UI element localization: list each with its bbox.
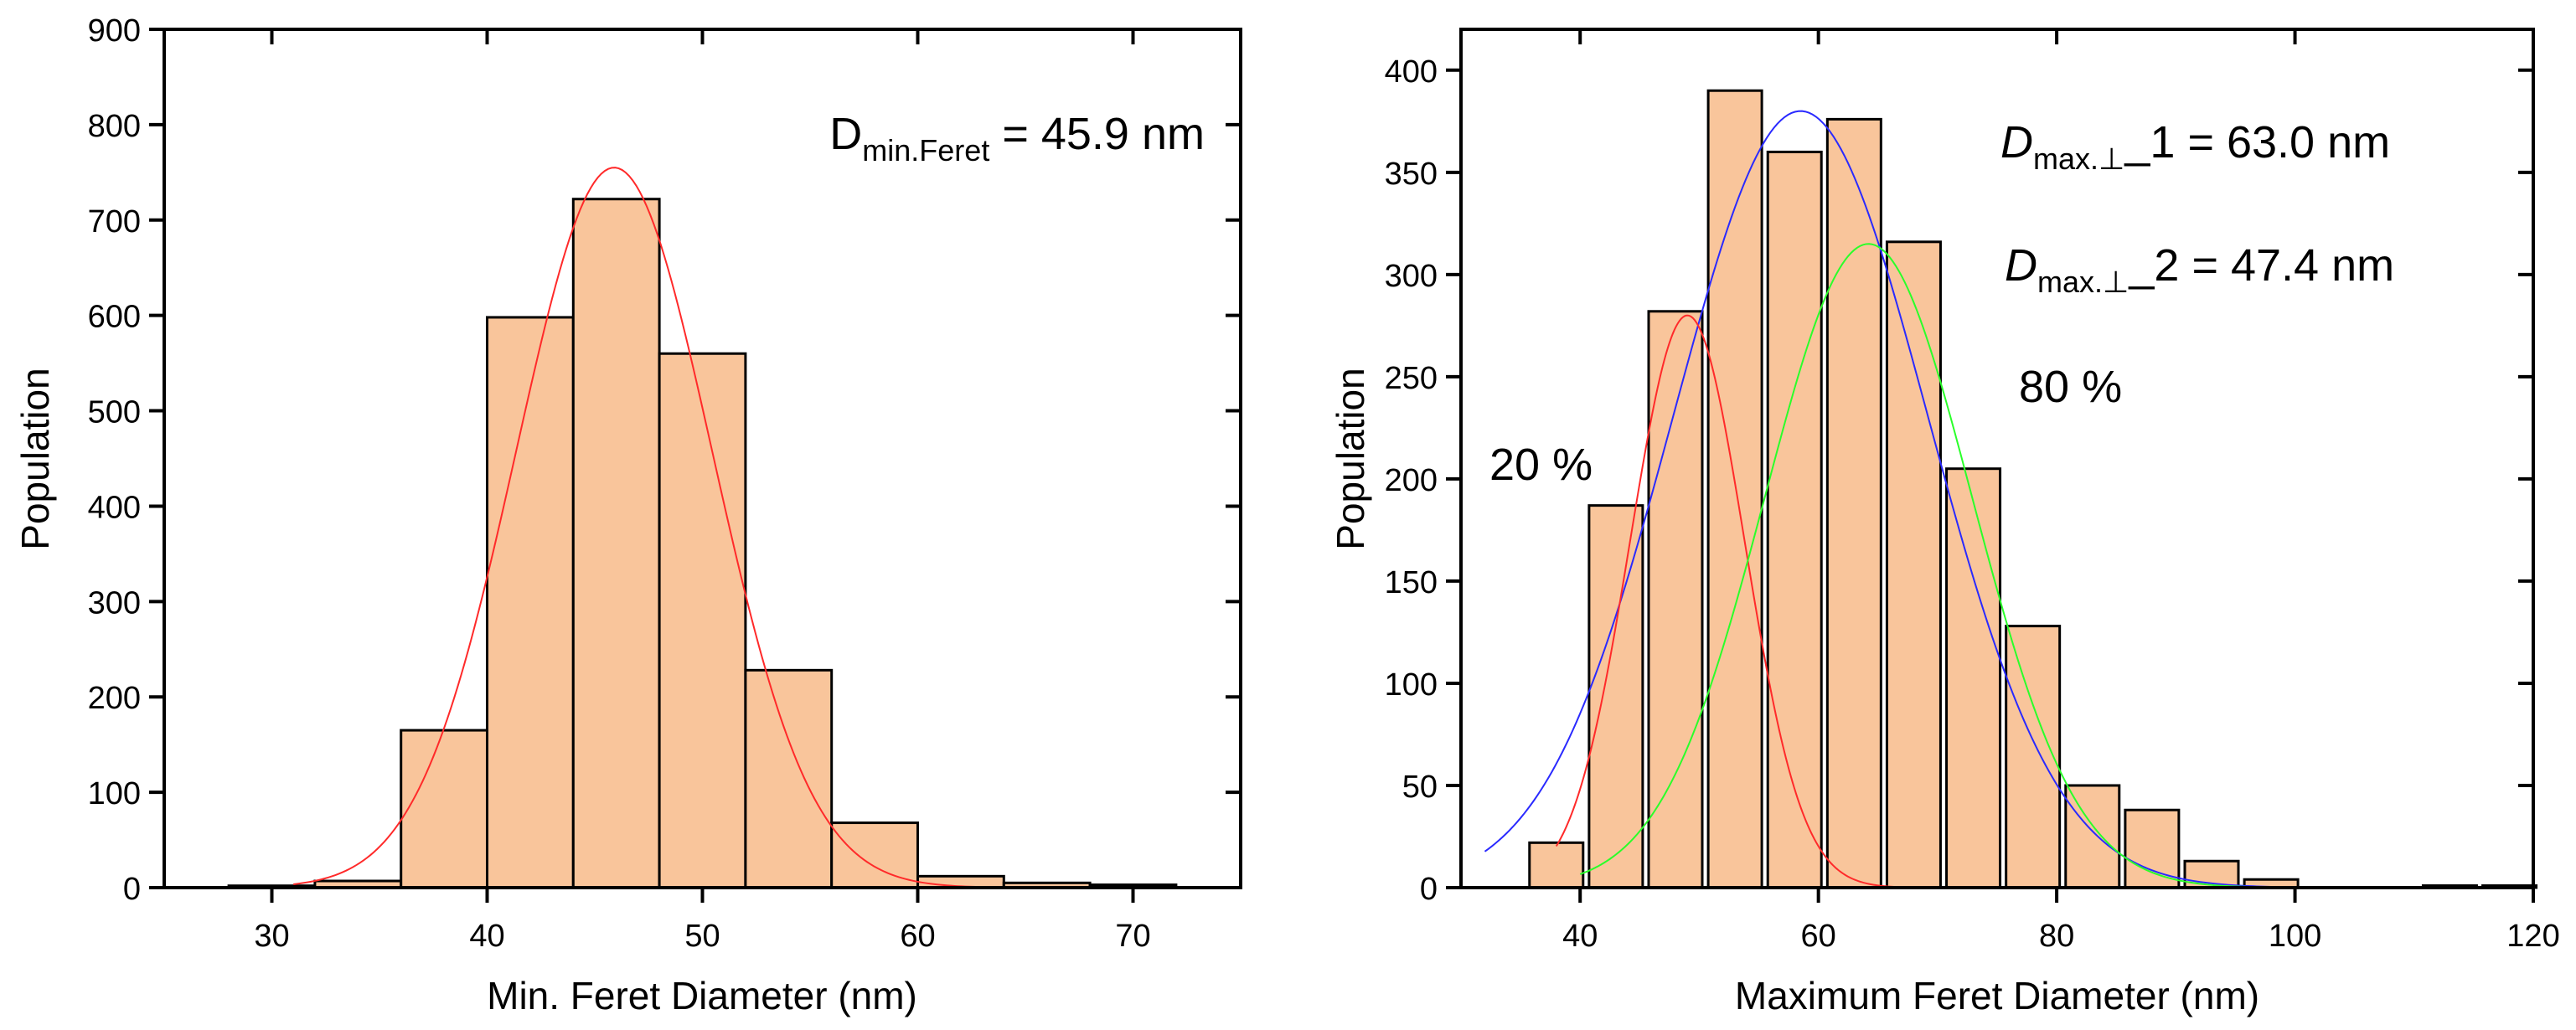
y-tick-label: 100 xyxy=(1385,667,1438,703)
right-x-axis-label: Maximum Feret Diameter (nm) xyxy=(1735,974,2259,1017)
histogram-bar xyxy=(1647,310,1704,889)
x-tick-label: 40 xyxy=(1562,919,1598,954)
right-panel: 0 50 100 150 200 250 300 350 400 40 60 80 100 120 Dm… xyxy=(1329,28,2560,1017)
right-percent-right: 80 % xyxy=(2019,362,2122,412)
right-percent-left: 20 % xyxy=(1489,440,1593,490)
x-tick-label: 100 xyxy=(2269,919,2321,954)
histogram-bar xyxy=(571,198,661,889)
right-annotation-1-main: D xyxy=(2000,117,2033,167)
left-annotation: Dmin.Feret = 45.9 nm xyxy=(829,109,1205,167)
histogram-bar xyxy=(1945,467,2002,889)
histogram-bar xyxy=(1587,504,1644,889)
histogram-bar xyxy=(658,352,747,889)
left-x-ticks: 30 40 50 60 70 xyxy=(254,29,1151,954)
left-annotation-main: D xyxy=(829,109,862,159)
x-tick-label: 50 xyxy=(684,919,720,954)
x-tick-label: 80 xyxy=(2039,919,2074,954)
histogram-bar xyxy=(1528,841,1585,889)
x-tick-label: 60 xyxy=(900,919,935,954)
y-tick-label: 500 xyxy=(88,395,141,430)
y-tick-label: 700 xyxy=(88,204,141,239)
y-tick-label: 150 xyxy=(1385,565,1438,600)
y-tick-label: 300 xyxy=(1385,259,1438,294)
right-annotation-2-rest: _2 = 47.4 nm xyxy=(2128,240,2394,291)
left-annotation-sub: min.Feret xyxy=(862,133,989,167)
right-y-ticks: 0 50 100 150 200 250 300 350 400 xyxy=(1385,54,2533,907)
right-y-axis-label: Population xyxy=(1329,368,1372,549)
y-tick-label: 800 xyxy=(88,109,141,144)
left-annotation-rest: = 45.9 nm xyxy=(989,109,1205,159)
x-tick-label: 70 xyxy=(1115,919,1150,954)
right-annotation-1-sub: max.⊥ xyxy=(2033,142,2124,176)
y-tick-label: 400 xyxy=(1385,54,1438,90)
histogram-bar xyxy=(486,316,575,889)
x-tick-label: 30 xyxy=(254,919,289,954)
y-tick-label: 200 xyxy=(1385,463,1438,498)
histogram-bar xyxy=(744,668,834,889)
histogram-bar xyxy=(1706,89,1763,889)
y-tick-label: 50 xyxy=(1402,770,1438,805)
gaussian-fit-curve xyxy=(1579,243,2295,888)
histogram-bar xyxy=(2005,625,2062,889)
x-tick-label: 120 xyxy=(2506,919,2559,954)
histogram-bar xyxy=(400,729,489,889)
y-tick-label: 350 xyxy=(1385,157,1438,192)
right-annotation-1: Dmax.⊥_1 = 63.0 nm xyxy=(2000,117,2390,176)
left-y-ticks: 0 100 200 300 400 500 600 700 800 900 xyxy=(88,13,1241,907)
histogram-bar xyxy=(1885,240,1942,889)
y-tick-label: 900 xyxy=(88,13,141,49)
right-x-ticks: 40 60 80 100 120 xyxy=(1562,29,2560,954)
right-annotation-1-rest: _1 = 63.0 nm xyxy=(2124,117,2390,167)
y-tick-label: 100 xyxy=(88,776,141,811)
x-tick-label: 60 xyxy=(1801,919,1836,954)
x-tick-label: 40 xyxy=(469,919,504,954)
y-tick-label: 200 xyxy=(88,681,141,716)
y-tick-label: 250 xyxy=(1385,361,1438,396)
y-tick-label: 0 xyxy=(1420,872,1438,907)
left-y-axis-label: Population xyxy=(13,368,57,549)
y-tick-label: 400 xyxy=(88,490,141,525)
right-annotation-2: Dmax.⊥_2 = 47.4 nm xyxy=(2005,240,2394,299)
right-annotation-2-sub: max.⊥ xyxy=(2037,265,2129,299)
y-tick-label: 0 xyxy=(123,872,141,907)
left-bars xyxy=(227,198,1178,889)
histogram-bar xyxy=(1766,150,1823,889)
left-x-axis-label: Min. Feret Diameter (nm) xyxy=(487,974,917,1017)
right-annotation-2-main: D xyxy=(2005,240,2037,291)
histogram-bar xyxy=(830,821,920,889)
right-plot-frame xyxy=(1459,28,2535,889)
right-bars xyxy=(1528,89,2538,889)
histogram-bar xyxy=(2064,784,2121,889)
histogram-bar xyxy=(1825,117,1882,889)
y-tick-label: 600 xyxy=(88,300,141,335)
gaussian-fit-curve xyxy=(1484,110,2331,888)
y-tick-label: 300 xyxy=(88,585,141,621)
